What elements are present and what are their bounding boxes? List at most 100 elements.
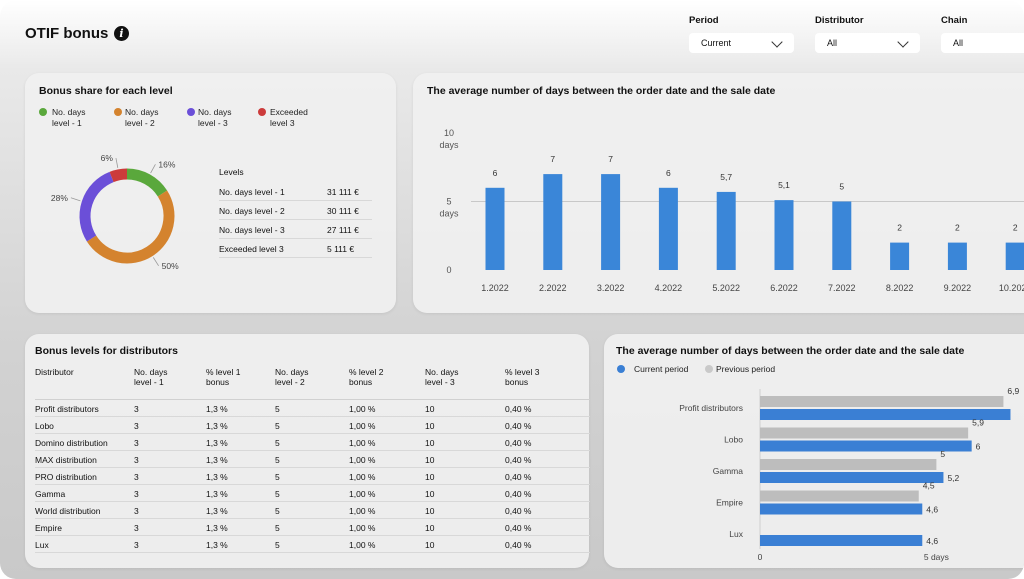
- chain-select[interactable]: All: [941, 33, 1024, 53]
- table-cell: 3: [134, 455, 139, 465]
- table-cell: Lux: [35, 540, 49, 550]
- column-header: % level 1 bonus: [206, 367, 241, 387]
- category-label: Empire: [716, 498, 743, 508]
- bar-value-label: 6,9: [1007, 386, 1019, 396]
- table-row[interactable]: Lobo 3 1,3 % 5 1,00 % 10 0,40 %: [35, 417, 590, 434]
- bar[interactable]: [1005, 242, 1024, 270]
- bar[interactable]: [716, 191, 736, 270]
- distributors-title: Bonus levels for distributors: [35, 345, 178, 357]
- table-cell: 1,00 %: [349, 523, 376, 533]
- distributor-select[interactable]: All: [815, 33, 920, 53]
- donut-slice[interactable]: [86, 190, 175, 264]
- column-header: % level 2 bonus: [349, 367, 384, 387]
- table-cell: 3: [134, 523, 139, 533]
- slice-label: 50%: [162, 261, 179, 271]
- table-row[interactable]: PRO distribution 3 1,3 % 5 1,00 % 10 0,40 %: [35, 468, 590, 485]
- bar[interactable]: [543, 174, 563, 270]
- bonus-share-title: Bonus share for each level: [39, 85, 173, 97]
- level-name: No. days level - 1: [219, 187, 285, 197]
- levels-table-header: Levels: [219, 162, 372, 182]
- donut-slice[interactable]: [126, 168, 168, 197]
- legend-label-previous-period: Previous period: [716, 364, 775, 374]
- period-filter-label: Period: [689, 15, 719, 26]
- table-row[interactable]: Lux 3 1,3 % 5 1,00 % 10 0,40 %: [35, 536, 590, 553]
- table-cell: 5: [275, 489, 280, 499]
- table-cell: Lobo: [35, 421, 54, 431]
- bar-value-label: 5,2: [947, 473, 959, 483]
- table-cell: 0,40 %: [505, 506, 532, 516]
- table-row[interactable]: Empire 3 1,3 % 5 1,00 % 10 0,40 %: [35, 519, 590, 536]
- table-cell: Profit distributors: [35, 404, 99, 414]
- bar-value-label: 6: [666, 168, 671, 178]
- table-cell: 1,3 %: [206, 421, 228, 431]
- slice-label: 28%: [51, 193, 68, 203]
- distributor-filter-label: Distributor: [815, 15, 864, 26]
- distributors-table: Distributor No. days level - 1 % level 1 bon…: [35, 362, 590, 553]
- monthly-days-bar-chart: 0 5 days 10 days 6 1.2022 7 2.2022 7 3.2022 6 4.2022…: [439, 128, 1024, 293]
- bar[interactable]: [890, 242, 910, 270]
- table-row[interactable]: MAX distribution 3 1,3 % 5 1,00 % 10 0,40 %: [35, 451, 590, 468]
- table-cell: 10: [425, 540, 435, 550]
- table-cell: 1,00 %: [349, 540, 376, 550]
- legend-item-exceeded: Exceeded level 3: [270, 107, 308, 128]
- table-cell: 10: [425, 421, 435, 431]
- table-cell: 0,40 %: [505, 455, 532, 465]
- info-icon[interactable]: i: [114, 26, 129, 41]
- bar-previous-period[interactable]: [760, 427, 969, 439]
- period-select[interactable]: Current: [689, 33, 794, 53]
- table-cell: 5: [275, 506, 280, 516]
- level-name: No. days level - 3: [219, 225, 285, 235]
- bar-previous-period[interactable]: [760, 396, 1004, 407]
- column-header: No. days level - 1: [134, 367, 168, 387]
- bar[interactable]: [658, 187, 678, 270]
- bar[interactable]: [601, 174, 621, 270]
- table-cell: 3: [134, 489, 139, 499]
- table-row[interactable]: World distribution 3 1,3 % 5 1,00 % 10 0,40 %: [35, 502, 590, 519]
- table-cell: World distribution: [35, 506, 101, 516]
- category-label: Lux: [729, 529, 743, 539]
- x-tick-label: 3.2022: [597, 283, 625, 293]
- donut-slice[interactable]: [79, 171, 114, 242]
- bar-current-period[interactable]: [760, 472, 944, 483]
- bar-value-label: 7: [608, 154, 613, 164]
- table-row[interactable]: Profit distributors 3 1,3 % 5 1,00 % 10 0,40 %: [35, 400, 590, 417]
- category-label: Gamma: [713, 466, 744, 476]
- bar-current-period[interactable]: [760, 535, 923, 546]
- distributors-table-body: Profit distributors 3 1,3 % 5 1,00 % 10 0,40 %…: [35, 400, 590, 553]
- y-tick-label: 5: [446, 197, 451, 207]
- table-cell: 5: [275, 472, 280, 482]
- slice-label-leader: [150, 164, 156, 174]
- levels-table: Levels No. days level - 1 31 111 € No. d…: [219, 162, 372, 258]
- x-tick-label: 6.2022: [770, 283, 798, 293]
- bar-current-period[interactable]: [760, 503, 923, 515]
- bar-previous-period[interactable]: [760, 459, 937, 470]
- table-row[interactable]: Domino distribution 3 1,3 % 5 1,00 % 10 0,40 %: [35, 434, 590, 451]
- levels-row: No. days level - 1 31 111 €: [219, 182, 372, 201]
- bonus-share-donut-chart: 6% 16% 50% 28%: [51, 153, 179, 271]
- legend-item-level-2: No. days level - 2: [125, 107, 159, 128]
- distributor-days-bar-chart: Current period Previous period Profit dist…: [617, 364, 1020, 562]
- bar-previous-period[interactable]: [760, 490, 919, 502]
- bar-current-period[interactable]: [760, 440, 972, 452]
- table-cell: 1,00 %: [349, 421, 376, 431]
- levels-row: Exceeded level 3 5 111 €: [219, 239, 372, 258]
- table-cell: 5: [275, 421, 280, 431]
- table-cell: 1,00 %: [349, 455, 376, 465]
- bar[interactable]: [832, 201, 852, 271]
- table-cell: 1,00 %: [349, 404, 376, 414]
- bar[interactable]: [947, 242, 967, 270]
- table-cell: 1,3 %: [206, 523, 228, 533]
- donut-slice[interactable]: [109, 168, 128, 183]
- table-cell: 10: [425, 438, 435, 448]
- bar[interactable]: [485, 187, 505, 270]
- slice-label-leader: [70, 197, 81, 202]
- table-cell: 1,00 %: [349, 438, 376, 448]
- table-cell: 1,3 %: [206, 404, 228, 414]
- level-value: 27 111 €: [327, 225, 359, 235]
- table-cell: 3: [134, 540, 139, 550]
- bar[interactable]: [774, 200, 794, 270]
- table-cell: 10: [425, 489, 435, 499]
- x-tick-label: 2.2022: [539, 283, 567, 293]
- bar-current-period[interactable]: [760, 409, 1011, 420]
- table-row[interactable]: Gamma 3 1,3 % 5 1,00 % 10 0,40 %: [35, 485, 590, 502]
